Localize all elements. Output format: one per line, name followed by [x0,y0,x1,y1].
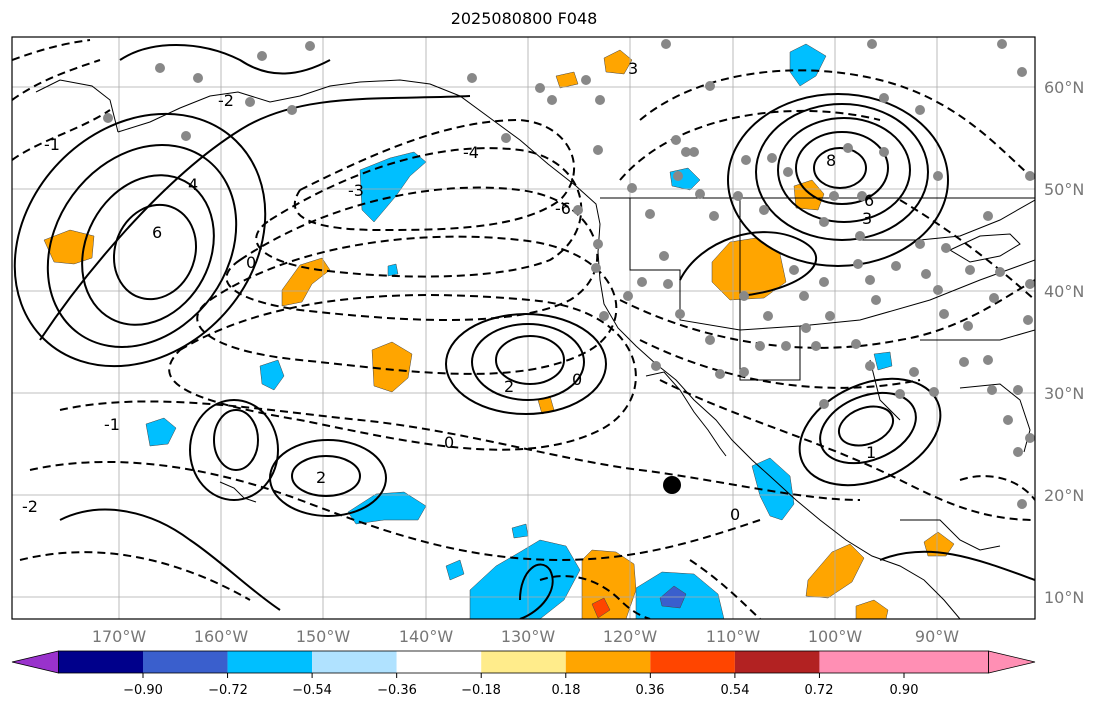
contour-label: -2 [218,91,234,110]
colorbar [11,650,1036,678]
contour-label: -2 [22,497,38,516]
contour-label: 0 [730,505,740,524]
colorbar-segment [396,651,482,673]
shade-blue [445,559,465,581]
shade-orange [923,531,955,557]
contour-label: 0 [444,433,454,452]
shade-orange [855,599,889,619]
contour-label: -1 [44,135,60,154]
lat-lon-grid [12,37,1035,619]
contour-label: 2 [504,377,514,396]
negative-contours [12,39,1035,619]
map-title: 2025080800 F048 [450,9,598,28]
station-dots [103,39,1035,509]
shade-orange [555,71,579,89]
shade-orange [581,549,637,619]
lon-label-130w: 130°W [500,627,556,646]
colorbar-segment [312,651,397,673]
colorbar-segment [58,651,143,673]
colorbar-tick-label: −0.72 [208,683,248,698]
shade-blue [387,263,399,277]
positive-contours [13,44,1035,619]
contour-label: 4 [188,175,198,194]
colorbar-tick-label: −0.36 [377,683,417,698]
lat-label-20n: 20°N [1044,486,1085,505]
colorbar-extend-low [11,650,59,674]
colorbar-segment [481,651,566,673]
colorbar-tick-label: 0.36 [635,683,665,698]
contour-label: -6 [555,199,571,218]
lat-label-60n: 60°N [1044,78,1085,97]
contour-label: -1 [104,415,120,434]
colorbar-segment [227,651,313,673]
colorbar-extend-high [988,650,1036,674]
contour-label: 0 [572,370,582,389]
lat-label-10n: 10°N [1044,588,1085,607]
contour-label: 8 [826,151,836,170]
colorbar-segment [565,651,651,673]
shade-orange [711,237,787,301]
lat-label-40n: 40°N [1044,282,1085,301]
lon-label-170w: 170°W [91,627,147,646]
shade-blue [751,457,795,521]
lon-label-100w: 100°W [807,627,863,646]
colorbar-tick-label: 0.72 [804,683,834,698]
shade-blue [359,151,427,223]
colorbar-frame [58,650,990,674]
shade-orange [371,341,413,393]
center-marker [663,476,681,494]
contour-label: 1 [866,443,876,462]
lat-label-50n: 50°N [1044,180,1085,199]
shade-blue [789,43,827,87]
colorbar-tick-label: −0.54 [292,683,332,698]
contour-label: 2 [316,468,326,487]
shade-blue [259,359,285,391]
shade-orange [603,49,633,75]
colorbar-segment [904,651,989,673]
contour-label: 6 [864,191,874,210]
lon-label-90w: 90°W [914,627,960,646]
colorbar-tick-label: 0.90 [889,683,919,698]
contour-label: -4 [463,143,479,162]
contour-label: 3 [862,209,872,228]
lon-label-140w: 140°W [398,627,454,646]
shade-red [591,597,611,619]
lon-label-160w: 160°W [193,627,249,646]
shade-blue [145,417,177,447]
shade-blue [873,351,893,371]
contour-label: 0 [246,253,256,272]
lon-label-120w: 120°W [602,627,658,646]
contour-label: 3 [628,59,638,78]
lon-label-150w: 150°W [295,627,351,646]
map-frame [11,36,1036,620]
colorbar-segment [143,651,228,673]
colorbar-tick-label: −0.90 [123,683,163,698]
contour-label: 6 [152,223,162,242]
colorbar-tick-label: −0.18 [461,683,501,698]
contour-label: -3 [348,181,364,200]
colorbar-segment [734,651,820,673]
colorbar-segment [819,651,904,673]
colorbar-tick-label: 0.18 [551,683,581,698]
colorbar-segment [650,651,735,673]
lat-label-30n: 30°N [1044,384,1085,403]
colorbar-tick-label: 0.54 [720,683,750,698]
lon-label-110w: 110°W [705,627,761,646]
